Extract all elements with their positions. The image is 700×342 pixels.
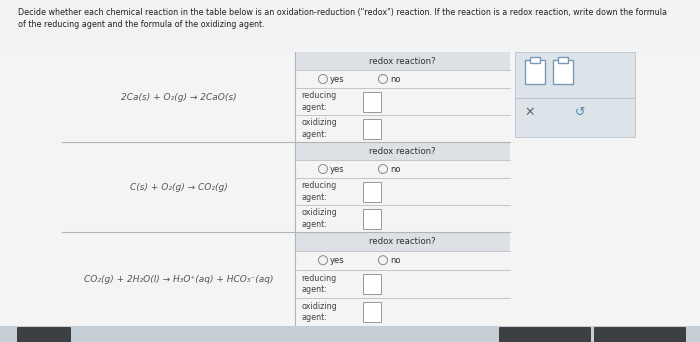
Text: yes: yes (330, 256, 344, 265)
Text: C(s) + O₂(g) → CO₂(g): C(s) + O₂(g) → CO₂(g) (130, 183, 228, 192)
Text: oxidizing
agent:: oxidizing agent: (301, 118, 337, 139)
Text: redox reaction?: redox reaction? (369, 56, 436, 66)
Text: ↺: ↺ (575, 105, 585, 118)
Bar (295, 232, 510, 251)
Bar (295, 52, 510, 70)
FancyBboxPatch shape (499, 327, 591, 342)
Text: no: no (390, 256, 400, 265)
Text: oxidizing
agent:: oxidizing agent: (301, 302, 337, 322)
Text: Decide whether each chemical reaction in the table below is an oxidation-reducti: Decide whether each chemical reaction in… (18, 8, 667, 17)
Text: oxidizing
agent:: oxidizing agent: (301, 209, 337, 228)
Text: reducing
agent:: reducing agent: (301, 274, 336, 294)
Text: yes: yes (330, 165, 344, 173)
Text: no: no (390, 75, 400, 83)
Text: 2Ca(s) + O₂(g) → 2CaO(s): 2Ca(s) + O₂(g) → 2CaO(s) (120, 92, 237, 102)
Text: of the reducing agent and the formula of the oxidizing agent.: of the reducing agent and the formula of… (18, 20, 265, 29)
FancyBboxPatch shape (594, 327, 686, 342)
Bar (0, 326, 700, 342)
Bar (525, 60, 545, 84)
Text: Submit Assign: Submit Assign (606, 329, 674, 339)
Bar (295, 142, 510, 160)
Text: reducing
agent:: reducing agent: (301, 182, 336, 201)
Bar (62, 52, 510, 326)
Text: redox reaction?: redox reaction? (369, 146, 436, 156)
Bar (515, 52, 635, 137)
Text: reducing
agent:: reducing agent: (301, 91, 336, 111)
Bar (558, 57, 568, 63)
Text: ✕: ✕ (525, 105, 536, 118)
Bar (363, 182, 381, 201)
Text: redox reaction?: redox reaction? (369, 237, 436, 246)
Bar (363, 209, 381, 228)
Text: yes: yes (330, 75, 344, 83)
Bar (363, 118, 381, 139)
FancyBboxPatch shape (17, 327, 71, 342)
Bar (0, 0, 700, 50)
Bar (363, 92, 381, 111)
Bar (553, 60, 573, 84)
Text: CO₂(g) + 2H₂O(l) → H₃O⁺(aq) + HCO₃⁻(aq): CO₂(g) + 2H₂O(l) → H₃O⁺(aq) + HCO₃⁻(aq) (84, 275, 273, 284)
Bar (363, 274, 381, 294)
Text: Save For Later: Save For Later (510, 329, 580, 339)
Text: Check: Check (29, 329, 60, 339)
Bar (530, 57, 540, 63)
Text: no: no (390, 165, 400, 173)
Bar (363, 302, 381, 322)
